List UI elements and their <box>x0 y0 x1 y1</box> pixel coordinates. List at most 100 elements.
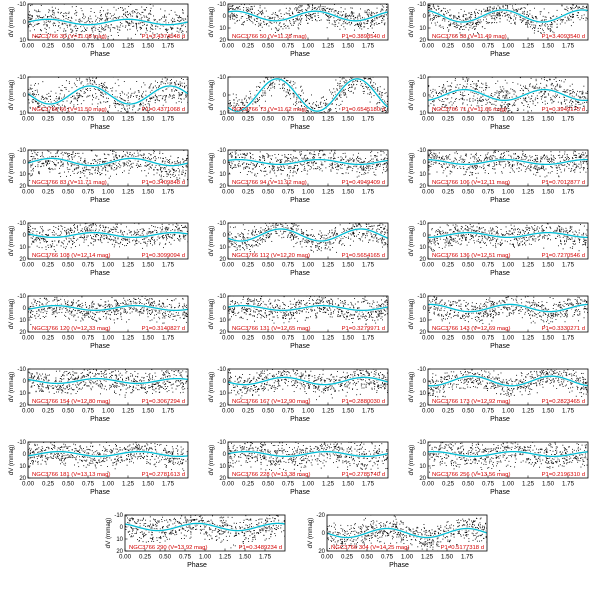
data-point <box>344 8 346 10</box>
data-point <box>535 97 537 99</box>
data-point <box>363 22 365 24</box>
data-point <box>586 6 587 8</box>
data-point <box>124 8 126 10</box>
data-point <box>154 155 156 157</box>
data-point <box>498 12 500 14</box>
data-point <box>164 168 166 170</box>
data-point <box>497 5 499 7</box>
data-point <box>386 95 388 97</box>
data-point <box>497 13 499 15</box>
data-point <box>85 88 87 90</box>
data-point <box>280 16 282 17</box>
y-tick-label: 0 <box>423 93 427 99</box>
data-point <box>240 0 241 1</box>
data-point <box>130 163 132 165</box>
data-point <box>580 97 582 99</box>
data-point <box>488 22 490 24</box>
data-point <box>174 11 176 13</box>
data-point <box>163 167 165 169</box>
data-point <box>455 23 457 25</box>
data-point <box>306 10 308 12</box>
data-point <box>48 161 49 162</box>
data-point <box>449 24 451 25</box>
data-point <box>82 96 84 98</box>
data-point <box>127 97 129 99</box>
data-point <box>466 77 468 79</box>
data-point <box>322 10 324 11</box>
data-point <box>343 89 345 91</box>
data-point <box>367 88 369 90</box>
data-point <box>70 164 72 166</box>
data-point <box>166 29 168 31</box>
data-point <box>264 87 265 89</box>
data-point <box>527 22 529 24</box>
data-point <box>41 30 42 32</box>
data-point <box>251 12 253 14</box>
data-point <box>262 90 264 92</box>
data-point <box>552 95 554 97</box>
data-point <box>269 89 271 91</box>
data-point <box>95 93 97 95</box>
data-point <box>102 168 104 170</box>
data-point <box>373 86 375 88</box>
data-point <box>542 94 544 96</box>
data-point <box>104 158 106 160</box>
x-tick-label: 1.50 <box>142 43 155 50</box>
data-point <box>57 30 59 31</box>
data-point <box>158 19 160 21</box>
data-point <box>242 104 244 106</box>
data-point <box>429 1 430 2</box>
data-point <box>109 105 111 107</box>
data-point <box>80 172 82 174</box>
data-point <box>459 32 461 34</box>
data-point <box>491 15 493 17</box>
data-point <box>385 3 386 4</box>
data-point <box>468 22 470 23</box>
x-axis-label: Phase <box>490 124 510 131</box>
data-point <box>53 17 55 19</box>
data-point <box>298 10 300 12</box>
data-point <box>29 17 31 19</box>
data-point <box>161 81 163 83</box>
data-point <box>267 79 269 80</box>
data-point <box>231 12 233 14</box>
data-point <box>531 95 533 97</box>
data-point <box>99 101 101 103</box>
data-point <box>132 22 134 24</box>
data-point <box>370 26 371 27</box>
data-point <box>171 90 173 92</box>
data-point <box>476 97 478 99</box>
data-point <box>240 123 241 124</box>
data-point <box>232 16 234 18</box>
data-point <box>127 96 129 98</box>
data-point <box>491 22 492 24</box>
data-point <box>178 97 180 99</box>
data-point <box>172 96 174 98</box>
data-point <box>230 14 232 16</box>
data-point <box>290 82 291 84</box>
data-point <box>363 88 365 89</box>
data-point <box>484 16 486 18</box>
data-point <box>104 166 106 168</box>
data-point <box>74 24 76 26</box>
data-point <box>44 101 46 103</box>
data-point <box>98 89 100 91</box>
data-point <box>442 90 443 92</box>
data-point <box>551 23 553 25</box>
data-point <box>370 93 372 95</box>
data-point <box>41 153 43 155</box>
data-point <box>300 86 301 88</box>
data-point <box>142 157 144 158</box>
data-point <box>340 24 342 26</box>
data-point <box>64 30 66 32</box>
data-point <box>365 11 367 13</box>
data-point <box>118 35 119 36</box>
data-point <box>327 20 329 21</box>
data-point <box>113 156 115 158</box>
data-point <box>570 1 571 2</box>
data-point <box>106 97 108 99</box>
data-point <box>501 105 503 107</box>
data-point <box>509 92 511 94</box>
data-point <box>380 109 382 111</box>
data-point <box>33 94 34 96</box>
